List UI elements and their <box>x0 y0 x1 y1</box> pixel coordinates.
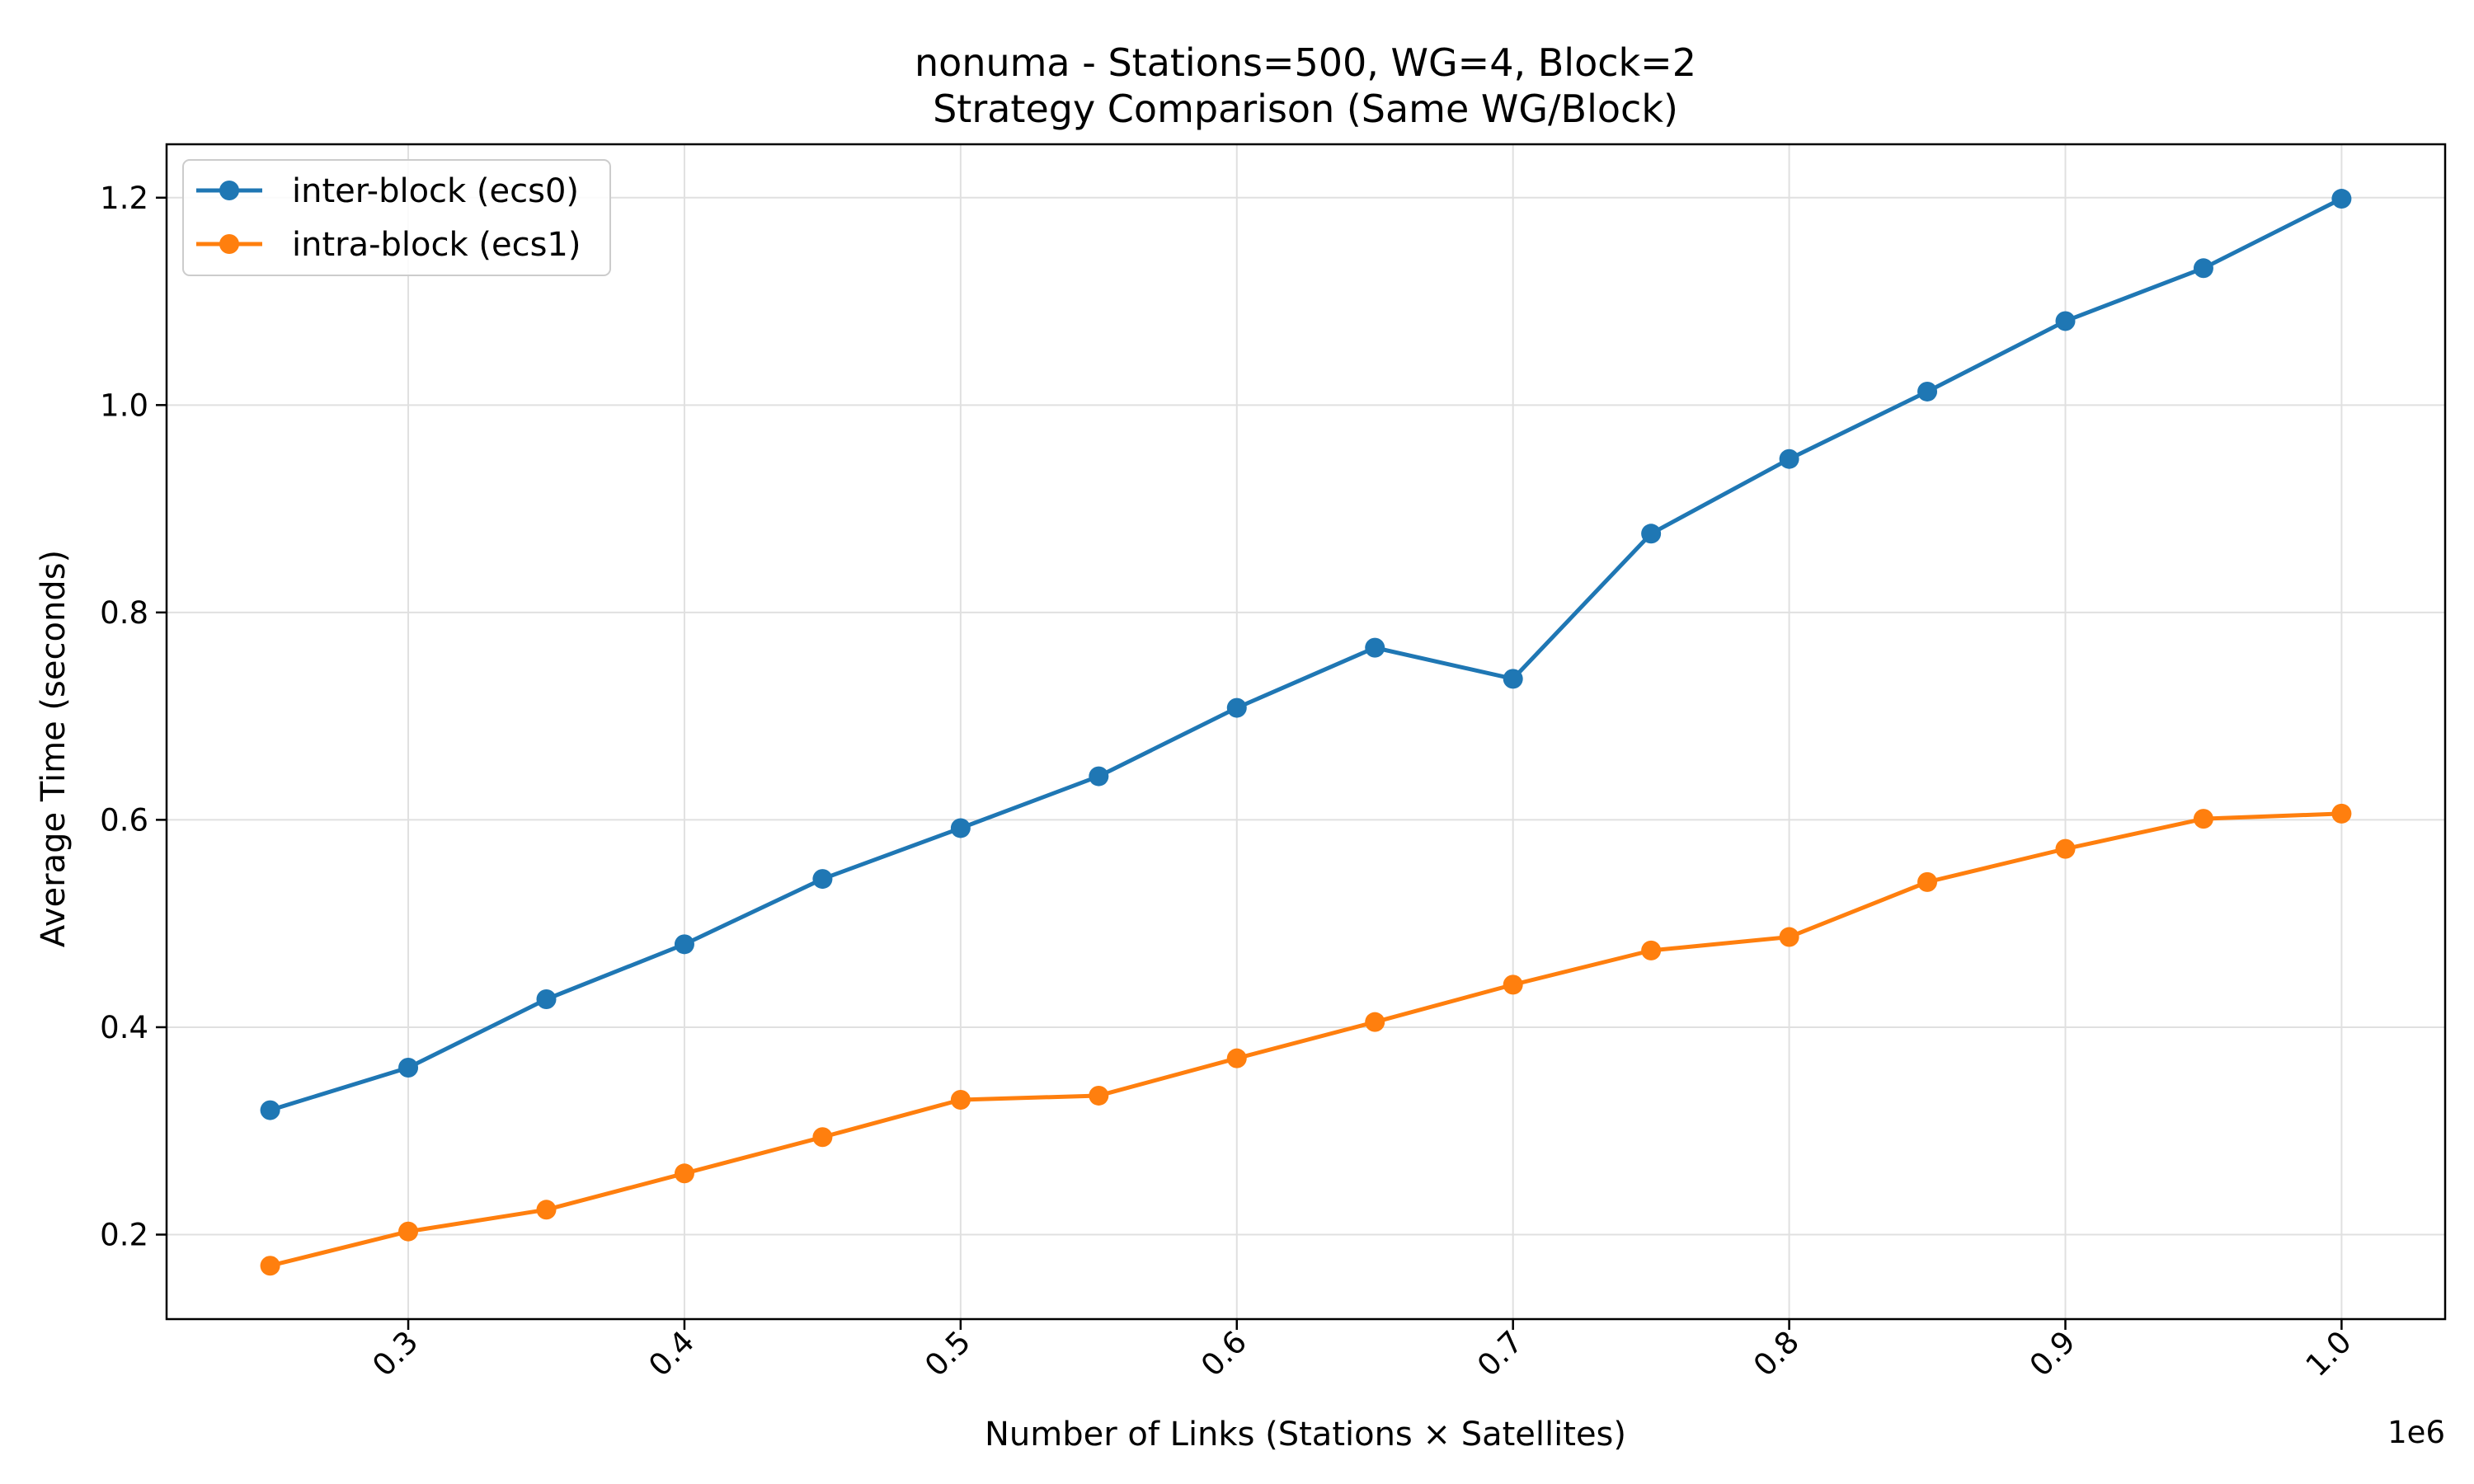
legend-box <box>182 159 611 276</box>
y-tick-label: 0.2 <box>100 1217 148 1252</box>
data-point <box>260 1256 280 1276</box>
data-point <box>398 1221 419 1242</box>
data-point <box>674 934 694 955</box>
x-axis-offset-label: 1e6 <box>2387 1415 2445 1450</box>
chart-title: nonuma - Stations=500, WG=4, Block=2 <box>915 40 1696 85</box>
data-point <box>674 1163 694 1184</box>
data-point <box>1641 524 1662 544</box>
data-point <box>1503 669 1523 689</box>
y-tick-label: 0.6 <box>100 802 148 838</box>
grid <box>167 144 2445 1319</box>
data-point <box>2331 189 2352 209</box>
data-point <box>260 1100 280 1120</box>
x-tick-label: 0.9 <box>2023 1324 2082 1383</box>
legend-item-intra-block: intra-block (ecs1) <box>196 226 581 264</box>
data-point <box>536 1200 557 1220</box>
series-0 <box>260 189 2352 1120</box>
x-tick-label: 0.6 <box>1194 1324 1253 1383</box>
data-point <box>1917 381 1938 402</box>
x-tick-label: 0.7 <box>1470 1324 1530 1383</box>
data-point <box>812 1127 833 1148</box>
x-tick-label: 0.5 <box>918 1324 977 1383</box>
data-point <box>1226 697 1247 718</box>
series-lines <box>260 189 2352 1276</box>
data-point <box>1917 871 1938 892</box>
legend-label-inter-block: inter-block (ecs0) <box>292 172 579 210</box>
legend-label-intra-block: intra-block (ecs1) <box>292 226 581 264</box>
data-point <box>398 1058 419 1078</box>
data-point <box>1089 1085 1109 1106</box>
data-point <box>2193 258 2213 279</box>
legend-marker-inter-block <box>219 181 239 200</box>
series-1 <box>260 803 2352 1276</box>
data-point <box>2193 809 2213 829</box>
legend: inter-block (ecs0) intra-block (ecs1) <box>182 159 611 276</box>
data-point <box>2055 838 2076 859</box>
legend-marker-intra-block <box>219 234 239 254</box>
axis-ticks: 0.3 0.4 0.5 0.6 0.7 0.8 0.9 1.0 0.2 0.4 0.6 0.8 1.0 1… <box>100 181 2359 1383</box>
chart-subtitle: Strategy Comparison (Same WG/Block) <box>933 87 1678 131</box>
series-line <box>269 811 2342 1268</box>
x-tick-label: 0.3 <box>365 1324 425 1383</box>
data-point <box>1779 927 1799 947</box>
y-tick-label: 1.2 <box>100 181 148 216</box>
x-tick-label: 0.4 <box>642 1324 701 1383</box>
x-axis-label: Number of Links (Stations × Satellites) <box>985 1416 1626 1453</box>
series-line <box>269 196 2343 1112</box>
plot-frame <box>165 143 2447 1321</box>
data-point <box>1365 1012 1385 1032</box>
data-point <box>1641 940 1662 960</box>
data-point <box>1089 766 1109 787</box>
y-axis-label: Average Time (seconds) <box>35 550 73 947</box>
data-point <box>950 818 971 838</box>
data-point <box>1226 1048 1247 1068</box>
y-tick-label: 1.0 <box>100 387 148 423</box>
x-tick-label: 1.0 <box>2299 1324 2359 1383</box>
data-point <box>1779 448 1799 469</box>
x-tick-label: 0.8 <box>1747 1324 1806 1383</box>
legend-item-inter-block: inter-block (ecs0) <box>196 172 579 210</box>
data-point <box>1503 974 1523 995</box>
data-point <box>950 1089 971 1110</box>
y-tick-label: 0.8 <box>100 595 148 631</box>
data-point <box>536 989 557 1009</box>
data-point <box>2055 311 2076 331</box>
y-tick-label: 0.4 <box>100 1010 148 1045</box>
data-point <box>812 869 833 890</box>
data-point <box>1365 637 1385 658</box>
data-point <box>2331 803 2352 824</box>
